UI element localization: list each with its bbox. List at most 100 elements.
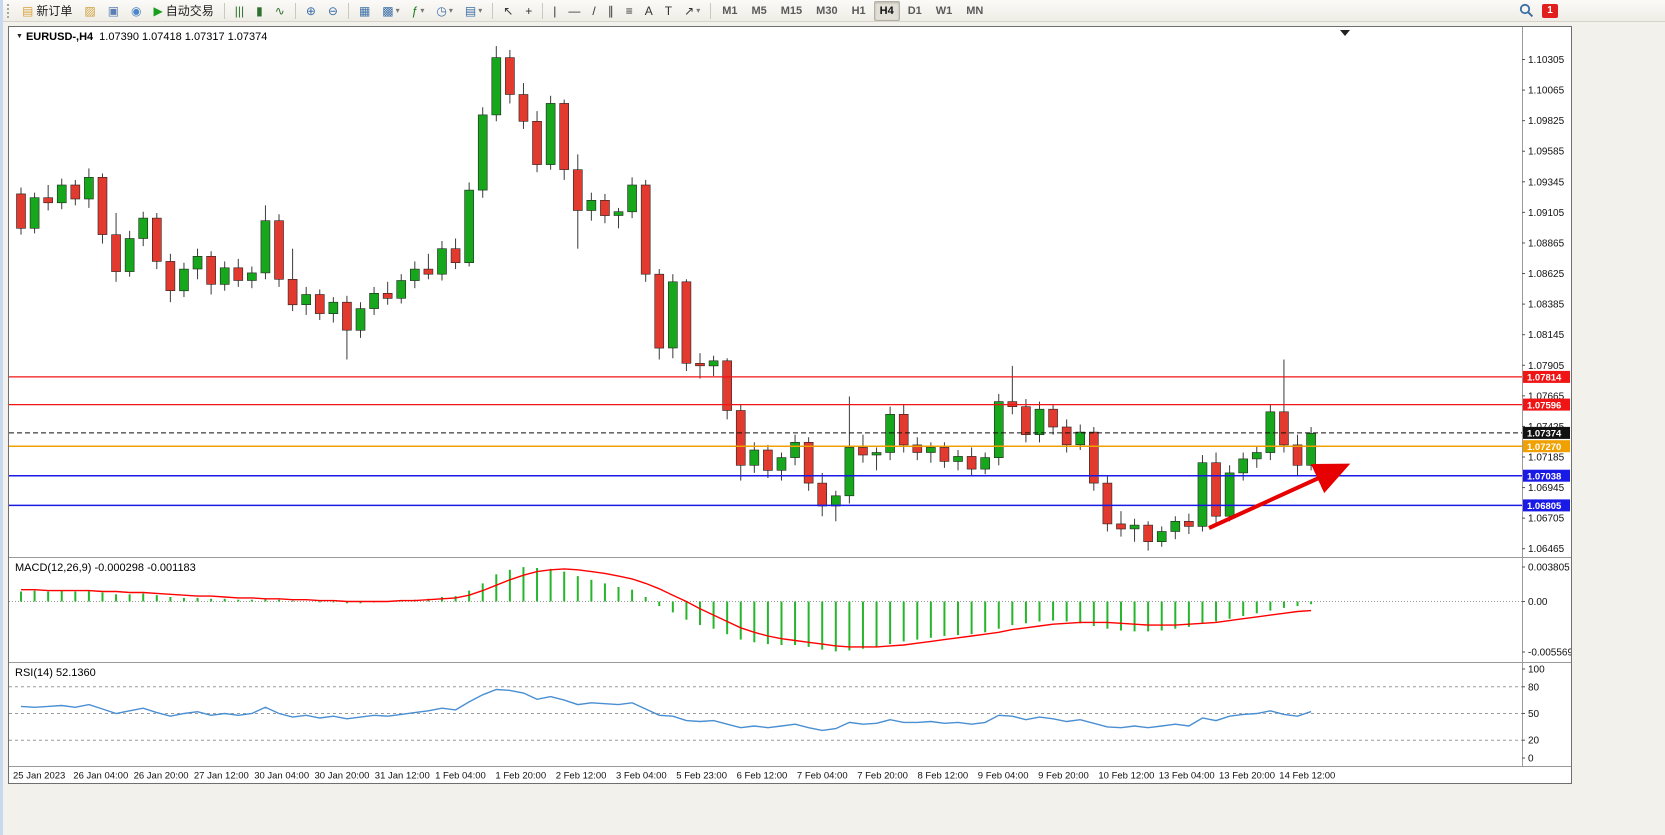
candlestick-chart-button[interactable]: ▮ <box>251 1 268 21</box>
market-watch-icon: ◉ <box>131 3 142 18</box>
text-button[interactable]: A <box>640 1 658 21</box>
periods-button[interactable]: ◷ ▾ <box>431 1 458 21</box>
svg-text:14 Feb 12:00: 14 Feb 12:00 <box>1279 771 1335 782</box>
svg-text:1 Feb 04:00: 1 Feb 04:00 <box>435 771 486 782</box>
resistance-line-1-price-tag <box>1523 370 1570 383</box>
svg-text:26 Jan 20:00: 26 Jan 20:00 <box>134 771 189 782</box>
new-order-button[interactable]: ▤ 新订单 <box>17 1 77 21</box>
time-axis: 25 Jan 2023 26 Jan 04:00 26 Jan 20:00 27 Ja… <box>13 771 1335 782</box>
horizontal-line-icon: — <box>568 3 581 18</box>
indicators-button[interactable]: ƒ ▾ <box>407 1 430 21</box>
market-watch-button[interactable]: ◉ <box>126 1 146 21</box>
toolbar-separator <box>223 2 225 19</box>
timeframe-m1[interactable]: M1 <box>722 4 738 17</box>
svg-text:10 Feb 12:00: 10 Feb 12:00 <box>1098 771 1154 782</box>
templates-button[interactable]: ▤ ▾ <box>460 1 487 21</box>
indicators-button-dropdown[interactable]: ▾ <box>420 6 425 15</box>
zoom-out-button[interactable]: ⊖ <box>323 1 343 21</box>
tile-windows-button[interactable]: ▦ <box>354 1 375 21</box>
zoom-out-icon: ⊖ <box>327 3 338 18</box>
gold-symbols-button[interactable]: ▨ <box>79 1 100 21</box>
svg-text:1.08145: 1.08145 <box>1528 330 1565 341</box>
arrows-button[interactable]: ↗ ▾ <box>679 1 705 21</box>
line-chart-button[interactable]: ∿ <box>270 1 290 21</box>
pane-separators <box>9 27 1571 767</box>
main-toolbar: ▤ 新订单 ▨ ▣ ◉ ▶ 自动交易 ||| ▮ ∿ ⊕ ⊖ ▦ ▩ ▾ ƒ ▾ ◷ ▾ ▤ ▾ ↖ + | — / ∥ ≡ A T ↗ ▾ M… <box>3 0 1665 22</box>
svg-text:1.07905: 1.07905 <box>1528 361 1565 372</box>
svg-text:5 Feb 23:00: 5 Feb 23:00 <box>676 771 727 782</box>
toolbar-separator <box>542 2 544 19</box>
arrows-icon: ↗ <box>684 3 695 18</box>
bid-price-line-price-tag <box>1523 426 1570 439</box>
svg-text:1.06705: 1.06705 <box>1528 514 1565 525</box>
chart-shift-marker-icon[interactable] <box>1340 30 1350 36</box>
label-button[interactable]: T <box>660 1 677 21</box>
new-chart-icon: ▩ <box>382 3 394 18</box>
equidistant-channel-icon: ∥ <box>607 3 614 18</box>
toolbar-separator <box>347 2 349 19</box>
svg-text:0: 0 <box>1528 754 1534 765</box>
line-chart-icon: ∿ <box>274 3 285 18</box>
timeframe-d1[interactable]: D1 <box>907 4 922 17</box>
periods-button-dropdown[interactable]: ▾ <box>448 6 453 15</box>
svg-text:1.09585: 1.09585 <box>1528 147 1565 158</box>
templates-icon: ▤ <box>464 3 477 18</box>
svg-text:1.09345: 1.09345 <box>1528 177 1565 188</box>
crosshair-icon: + <box>525 3 533 18</box>
vertical-line-button[interactable]: | <box>548 1 561 21</box>
auto-trading-button[interactable]: ▶ 自动交易 <box>149 1 219 21</box>
timeframe-mn[interactable]: MN <box>966 4 984 17</box>
svg-text:6 Feb 12:00: 6 Feb 12:00 <box>737 771 788 782</box>
candlestick-series <box>16 46 1316 551</box>
timeframe-m30[interactable]: M30 <box>816 4 838 17</box>
svg-text:-0.005569: -0.005569 <box>1528 648 1571 659</box>
trend-arrow-annotation[interactable] <box>1208 463 1351 530</box>
crosshair-button[interactable]: + <box>520 1 537 21</box>
timeframe-m5[interactable]: M5 <box>751 4 767 17</box>
search-icon[interactable] <box>1519 3 1534 18</box>
resistance-line-2-price-tag <box>1523 398 1570 411</box>
tile-windows-icon: ▦ <box>358 3 371 18</box>
timeframe-h4[interactable]: H4 <box>873 0 900 21</box>
new-chart-button[interactable]: ▩ ▾ <box>377 1 404 21</box>
trendline-icon: / <box>592 3 596 18</box>
toolbar-drag-handle[interactable] <box>7 3 12 18</box>
arrows-button-dropdown[interactable]: ▾ <box>696 6 701 15</box>
chart-window: 1.10305 1.10065 1.09825 1.09585 1.09345 1.091… <box>8 26 1572 784</box>
price-axis: 1.10305 1.10065 1.09825 1.09585 1.09345 1.091… <box>1522 55 1571 765</box>
chart-canvas[interactable]: 1.10305 1.10065 1.09825 1.09585 1.09345 1.091… <box>9 27 1571 783</box>
new-order-button-label: 新订单 <box>36 4 73 18</box>
svg-text:1.07270: 1.07270 <box>1527 442 1561 453</box>
cursor-button[interactable]: ↖ <box>498 1 518 21</box>
profile-button[interactable]: ▣ <box>103 1 124 21</box>
svg-text:1.08625: 1.08625 <box>1528 269 1565 280</box>
trendline-button[interactable]: / <box>587 1 600 21</box>
timeframe-w1[interactable]: W1 <box>935 4 953 17</box>
toolbar-separator <box>492 2 494 19</box>
bar-chart-button[interactable]: ||| <box>230 1 249 21</box>
svg-text:1 Feb 20:00: 1 Feb 20:00 <box>495 771 546 782</box>
text-icon: A <box>644 3 653 18</box>
zoom-in-icon: ⊕ <box>305 3 316 18</box>
svg-text:1.06465: 1.06465 <box>1528 544 1565 555</box>
new-chart-button-dropdown[interactable]: ▾ <box>395 6 400 15</box>
svg-text:1.08385: 1.08385 <box>1528 300 1565 311</box>
auto-trading-icon: ▶ <box>153 3 163 18</box>
timeframe-m15[interactable]: M15 <box>780 4 803 17</box>
templates-button-dropdown[interactable]: ▾ <box>478 6 483 15</box>
auto-trading-button-label: 自动交易 <box>165 4 214 18</box>
horizontal-line-button[interactable]: — <box>563 1 585 21</box>
notifications-badge[interactable]: 1 <box>1542 3 1558 18</box>
svg-text:25 Jan 2023: 25 Jan 2023 <box>13 771 65 782</box>
fibonacci-button[interactable]: ≡ <box>621 1 638 21</box>
zoom-in-button[interactable]: ⊕ <box>301 1 321 21</box>
timeframe-h1[interactable]: H1 <box>851 4 866 17</box>
toolbar-separator <box>710 2 712 19</box>
svg-text:100: 100 <box>1528 665 1545 676</box>
equidistant-channel-button[interactable]: ∥ <box>603 1 619 21</box>
svg-text:1.09105: 1.09105 <box>1528 208 1565 219</box>
support-line-1-price-tag <box>1523 469 1570 482</box>
horizontal-level-lines <box>9 376 1522 507</box>
svg-text:31 Jan 12:00: 31 Jan 12:00 <box>375 771 430 782</box>
